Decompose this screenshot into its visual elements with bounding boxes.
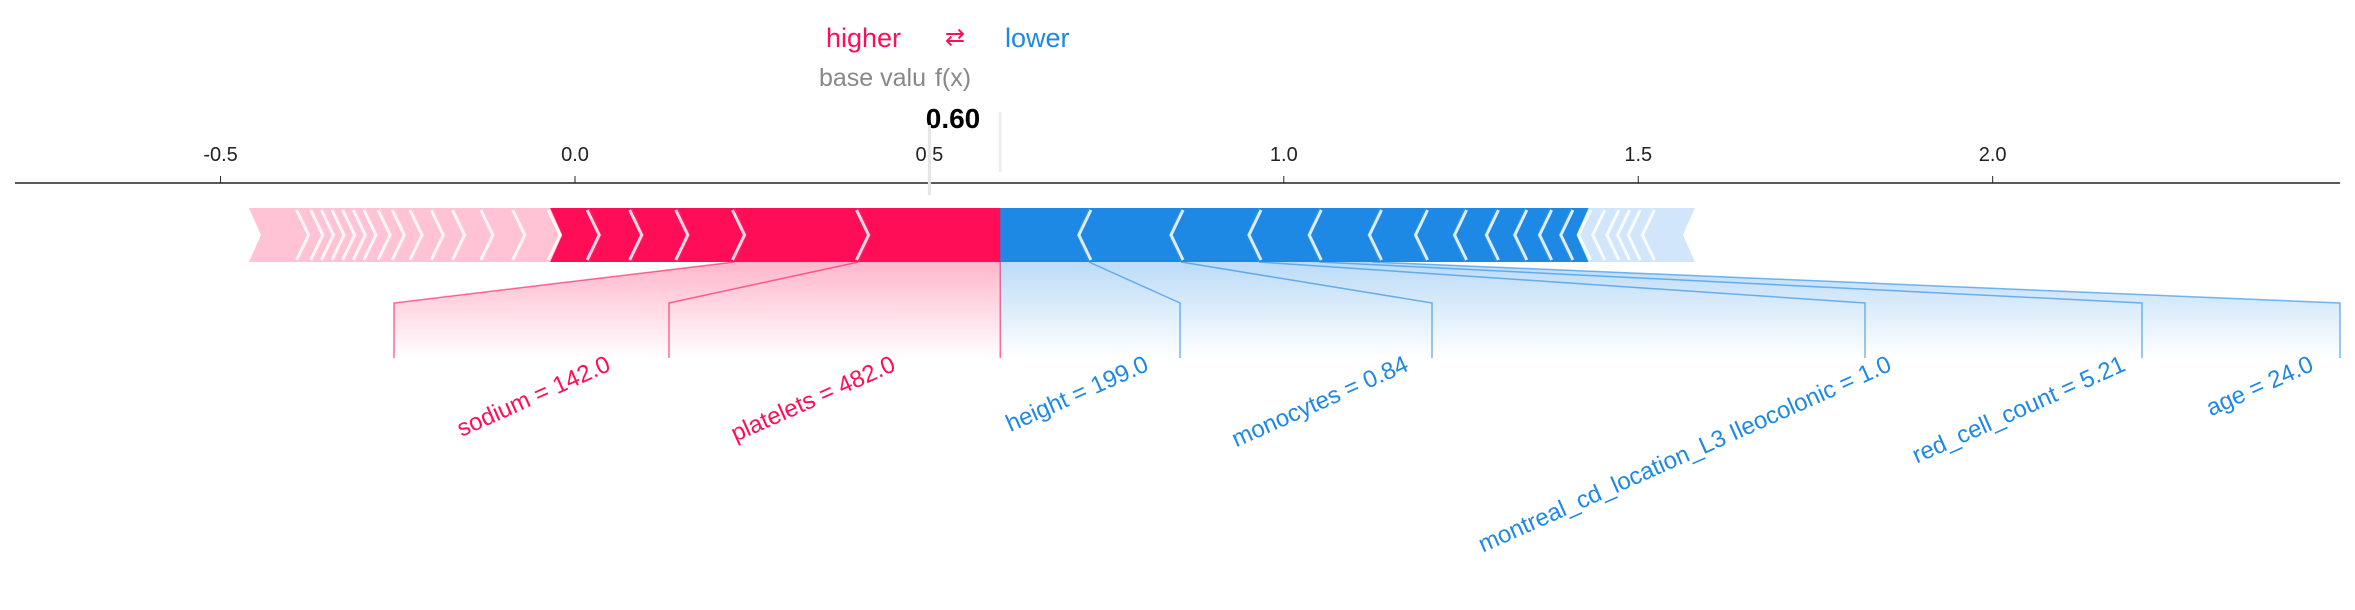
positive-separator: [731, 209, 747, 261]
negative-bar-segment: [1452, 208, 1497, 262]
positive-separator: [546, 209, 562, 261]
positive-separator: [330, 209, 346, 261]
feature-label-sodium: sodium = 142.0: [453, 351, 615, 443]
negative-bar-segment: [1076, 208, 1182, 262]
legend: higher ⇄ lower: [826, 23, 1070, 53]
positive-separator: [585, 209, 601, 261]
positive-bar-segment: [858, 208, 1013, 262]
feature-label-monocytes: monocytes = 0.84: [1228, 351, 1413, 453]
negative-bar-segment: [1169, 208, 1260, 262]
positive-separator: [451, 209, 467, 261]
positive-bar-segment: [248, 208, 311, 262]
positive-bar-segment: [589, 208, 644, 262]
positive-bar-segment: [482, 208, 527, 262]
explanation-bands: [393, 261, 2341, 358]
neg-connector: [1258, 261, 1866, 358]
fx-value: 0.60: [926, 103, 981, 134]
legend-arrow-icon: ⇄: [945, 24, 965, 51]
positive-bar-segment: [380, 208, 407, 262]
positive-separator: [319, 209, 336, 261]
segment-separators: [295, 209, 1656, 261]
negative-separator: [1537, 209, 1553, 261]
platelets-band: [669, 262, 1001, 358]
negative-separator: [1591, 209, 1607, 261]
x-tick-label: -0.5: [203, 144, 237, 166]
positive-separator: [628, 209, 644, 261]
feature-label-height: height = 199.0: [1002, 351, 1153, 438]
feature-label-montreal: montreal_cd_location_L3 Ileocolonic = 1.…: [1474, 351, 1895, 558]
x-tick-label: 1.0: [1270, 144, 1298, 166]
negative-separator: [1307, 209, 1323, 261]
negative-separator: [1367, 209, 1383, 261]
positive-separator: [351, 209, 367, 261]
neg-band: [1088, 262, 1432, 358]
x-tick-label: 0.0: [561, 144, 589, 166]
negative-bar-segment: [1307, 208, 1380, 262]
neg-connector: [1319, 261, 2143, 358]
legend-higher: higher: [826, 23, 901, 53]
positive-separator: [429, 209, 445, 261]
feature-label-age: age = 24.0: [2202, 351, 2317, 422]
positive-separator: [408, 209, 424, 261]
x-tick-label: 1.5: [1624, 144, 1652, 166]
negative-bar-segment: [1247, 208, 1320, 262]
negative-bar-segment: [1000, 208, 1089, 262]
negative-separator: [1484, 209, 1500, 261]
sodium-band: [394, 262, 859, 358]
negative-separator: [1452, 209, 1468, 261]
neg-connector: [1088, 261, 1181, 358]
positive-separator: [674, 209, 690, 261]
negative-separator: [1626, 209, 1642, 261]
negative-separator: [1513, 209, 1529, 261]
negative-separator: [1615, 209, 1631, 261]
positive-separator: [376, 209, 392, 261]
negative-separator: [1169, 209, 1185, 261]
positive-bar-segment: [550, 208, 602, 262]
negative-separator: [1605, 209, 1621, 261]
feature-labels: sodium = 142.0 platelets = 482.0 height = …: [453, 351, 2318, 558]
positive-bar-segment: [677, 208, 747, 262]
positive-bar-segment: [514, 208, 563, 262]
neg-band: [1319, 262, 2340, 358]
feature-label-platelets: platelets = 482.0: [727, 351, 900, 448]
neg-connector: [1180, 261, 1433, 358]
positive-separator: [295, 209, 311, 261]
negative-separator: [1413, 209, 1429, 261]
negative-separator: [1247, 209, 1263, 261]
neg-band: [1259, 262, 2142, 358]
negative-separator: [1559, 209, 1575, 261]
negative-bar-segment: [1590, 208, 1617, 262]
neg-connector: [1372, 261, 2341, 358]
negative-bar-segment: [1640, 208, 1695, 262]
sodium-connector: [393, 261, 735, 358]
positive-separator: [390, 209, 406, 261]
neg-band: [1181, 262, 1865, 358]
positive-separator: [362, 209, 378, 261]
negative-separator: [1077, 209, 1093, 261]
fx-label: f(x): [935, 64, 971, 92]
positive-bar-segment: [365, 208, 393, 262]
positive-separator: [341, 209, 357, 261]
negative-separator: [1640, 209, 1656, 261]
legend-lower: lower: [1005, 23, 1070, 53]
neg-band: [1000, 262, 1180, 358]
header-labels: base valu f(x) 0.60: [819, 64, 980, 134]
negative-bar-segment: [1413, 208, 1465, 262]
feature-label-red-cell-count: red_cell_count = 5.21: [1908, 351, 2129, 469]
positive-bar-segment: [298, 208, 325, 262]
negative-separator: [1576, 209, 1592, 261]
positive-separator: [309, 209, 325, 261]
positive-separator: [855, 209, 871, 261]
positive-separator: [479, 209, 495, 261]
negative-bar-segment: [1626, 208, 1653, 262]
negative-bar-segment: [1367, 208, 1426, 262]
x-tick-label: 2.0: [1979, 144, 2007, 166]
base-value-label: base valu: [819, 64, 926, 92]
positive-bar-segment: [734, 208, 871, 262]
positive-separator: [511, 209, 527, 261]
negative-bar-segment: [1576, 208, 1603, 262]
positive-bar-segment: [631, 208, 690, 262]
x-axis: -0.50.00.51.01.52.0: [15, 112, 2340, 195]
